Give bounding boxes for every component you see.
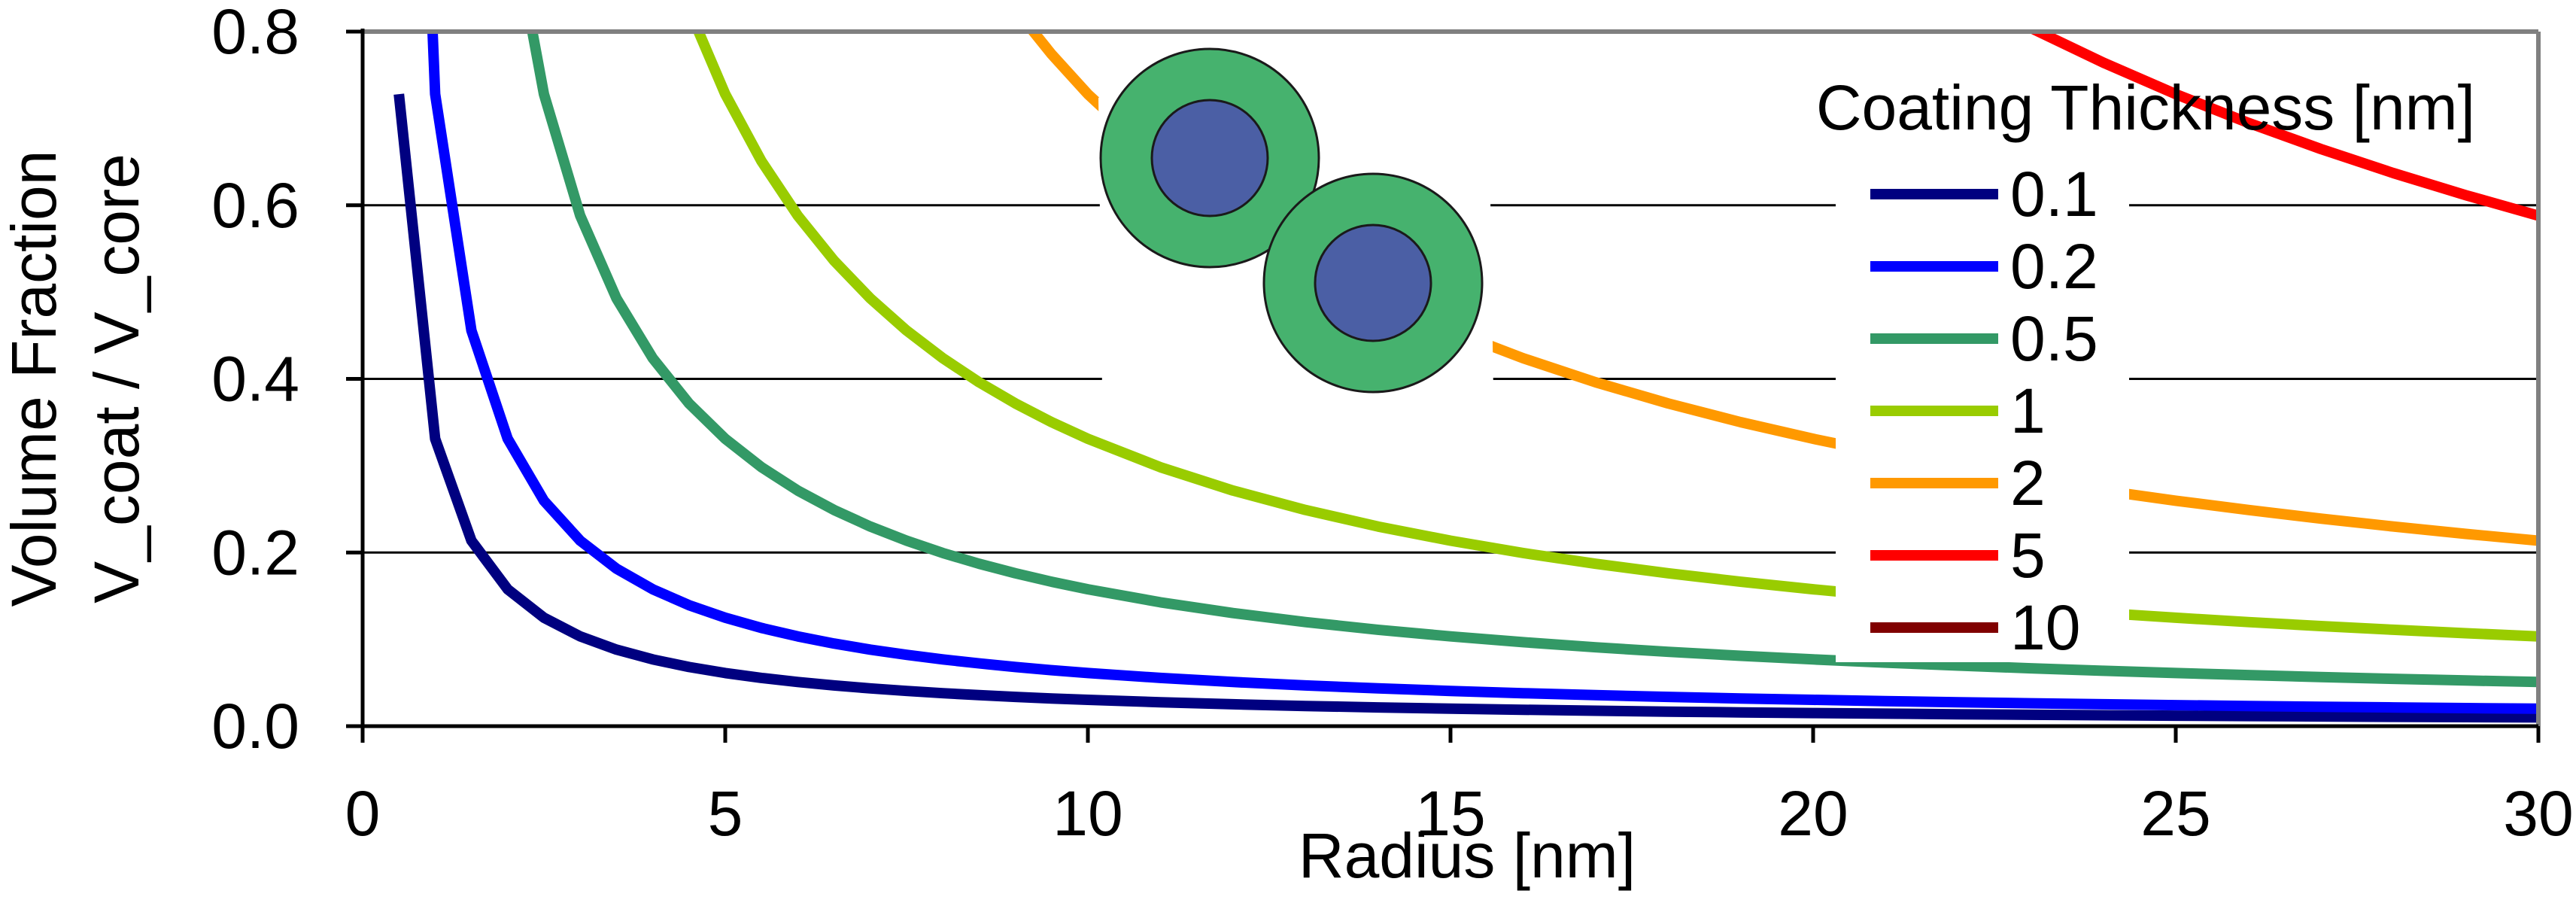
x-tick-label: 0 <box>345 778 381 849</box>
legend-label: 0.1 <box>2010 159 2098 230</box>
y-tick-label: 0.2 <box>211 517 299 588</box>
legend-label: 2 <box>2010 448 2046 518</box>
x-tick-label: 15 <box>1415 778 1485 849</box>
core-shell-particles-icon <box>1098 45 1493 399</box>
x-tick-label: 25 <box>2140 778 2210 849</box>
series-line-5 <box>2026 32 2538 221</box>
y-axis-label-line-2: V_coat / V_core <box>81 154 152 603</box>
legend-label: 10 <box>2010 592 2080 663</box>
series-line-0-1 <box>393 93 2538 723</box>
x-tick-label: 5 <box>708 778 743 849</box>
x-axis-label: Radius [nm] <box>1299 820 1636 891</box>
series-line-0-5 <box>527 32 2538 688</box>
y-axis-ticks: 0.0 0.2 0.4 0.6 0.8 <box>211 0 363 762</box>
x-axis-ticks: 0 5 10 15 20 25 30 <box>345 726 2574 849</box>
legend-title: Coating Thickness [nm] <box>1816 72 2475 143</box>
x-tick-label: 10 <box>1053 778 1122 849</box>
y-tick-label: 0.8 <box>211 0 299 67</box>
legend-label: 0.2 <box>2010 231 2098 302</box>
legend-label: 1 <box>2010 375 2046 446</box>
x-tick-label: 20 <box>1778 778 1848 849</box>
x-tick-label: 30 <box>2503 778 2573 849</box>
y-tick-label: 0.4 <box>211 344 299 415</box>
y-tick-label: 0.0 <box>211 691 299 762</box>
y-tick-label: 0.6 <box>211 170 299 241</box>
series-line-0-2 <box>427 32 2538 714</box>
y-axis-label-line-1: Volume Fraction <box>0 150 69 607</box>
legend-label: 0.5 <box>2010 303 2098 374</box>
legend-label: 5 <box>2010 520 2046 591</box>
